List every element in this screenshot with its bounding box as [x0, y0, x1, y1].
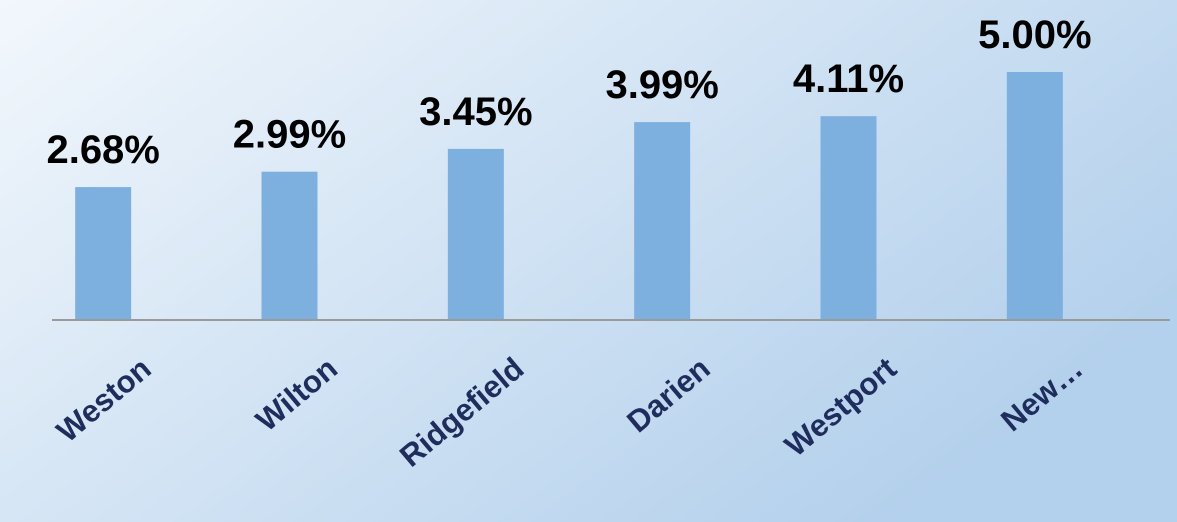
- bar: [1006, 72, 1063, 320]
- bar: [75, 187, 132, 320]
- data-label: 2.68%: [46, 128, 159, 172]
- bar: [261, 171, 318, 320]
- data-label: 3.99%: [605, 63, 718, 107]
- data-label: 4.11%: [793, 57, 904, 101]
- bar: [634, 122, 691, 320]
- bar: [447, 148, 504, 320]
- data-label: 3.45%: [419, 90, 532, 134]
- bar: [820, 116, 877, 320]
- data-label: 5.00%: [978, 13, 1091, 57]
- data-label: 2.99%: [233, 113, 346, 157]
